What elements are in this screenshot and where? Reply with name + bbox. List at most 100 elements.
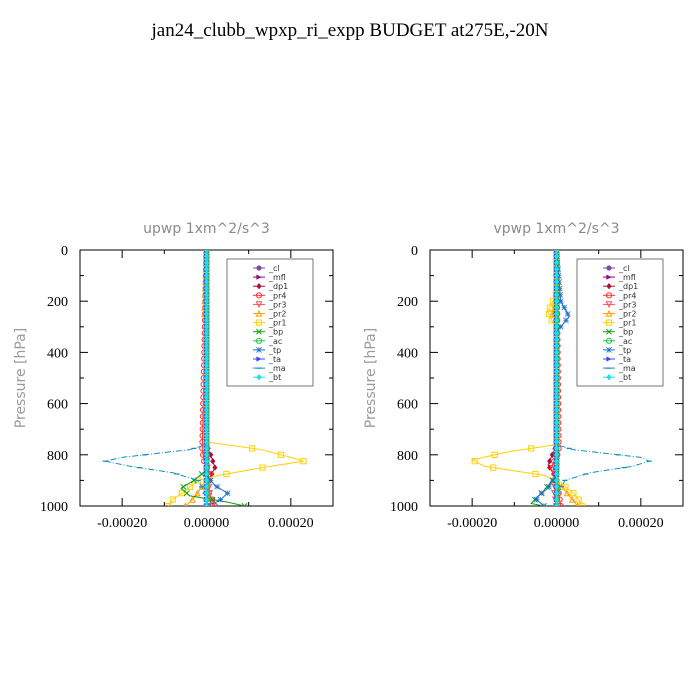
legend-item: _pr4 bbox=[603, 291, 636, 300]
legend-label: _mfl bbox=[618, 273, 636, 282]
data-point bbox=[553, 336, 560, 343]
data-point bbox=[553, 250, 560, 254]
data-point bbox=[553, 259, 560, 266]
data-point bbox=[553, 291, 560, 298]
data-point bbox=[203, 355, 210, 362]
y-tick-label: 400 bbox=[47, 346, 68, 361]
legend-label: _tp bbox=[618, 346, 631, 355]
legend-item: _dp1 bbox=[603, 282, 638, 291]
data-point bbox=[553, 432, 560, 439]
data-point bbox=[203, 502, 210, 506]
legend-label: _ac bbox=[268, 337, 282, 346]
legend-item: _ma bbox=[603, 364, 636, 373]
data-point bbox=[212, 464, 218, 471]
data-point bbox=[570, 490, 577, 497]
data-point bbox=[203, 432, 210, 439]
data-point bbox=[553, 253, 560, 260]
legend-item: _bt bbox=[603, 373, 631, 382]
legend-item: _pr3 bbox=[603, 300, 636, 309]
y-tick-label: 200 bbox=[397, 295, 418, 310]
legend-item: _pr3 bbox=[253, 300, 286, 309]
data-point bbox=[169, 496, 176, 503]
legend-marker bbox=[606, 347, 612, 353]
legend-item: _ac bbox=[253, 337, 282, 346]
data-point bbox=[553, 438, 560, 446]
legend-marker bbox=[605, 309, 613, 317]
legend-label: _ta bbox=[268, 355, 281, 364]
data-point bbox=[203, 464, 210, 471]
legend-box bbox=[576, 258, 664, 387]
x-tick-label: -0.00020 bbox=[97, 516, 147, 531]
data-point bbox=[207, 477, 214, 484]
plot-area bbox=[102, 250, 307, 506]
x-tick-label: 0.00000 bbox=[534, 516, 580, 531]
series-line bbox=[168, 250, 304, 506]
data-point bbox=[547, 458, 553, 465]
legend-box bbox=[226, 258, 314, 387]
legend-item: _cl bbox=[603, 264, 630, 273]
data-point bbox=[178, 490, 185, 497]
data-point bbox=[209, 496, 216, 503]
data-point bbox=[203, 496, 210, 503]
legend-marker bbox=[606, 328, 612, 335]
data-point bbox=[538, 490, 545, 497]
data-point bbox=[203, 394, 210, 401]
data-point bbox=[553, 362, 560, 369]
data-point bbox=[223, 470, 230, 478]
data-point bbox=[533, 496, 540, 503]
legend-item: _dp1 bbox=[253, 282, 288, 291]
data-point bbox=[546, 304, 553, 311]
data-point bbox=[547, 464, 553, 471]
legend-label: _pr1 bbox=[618, 319, 636, 328]
x-tick-label: 0.00020 bbox=[618, 516, 664, 531]
data-point bbox=[214, 483, 220, 490]
data-point bbox=[203, 483, 210, 490]
legend-marker bbox=[605, 292, 613, 299]
y-axis-label: Pressure [hPa] bbox=[13, 328, 29, 428]
data-point bbox=[203, 336, 210, 343]
data-point bbox=[180, 483, 187, 490]
data-point bbox=[553, 496, 560, 503]
y-tick-label: 800 bbox=[47, 449, 68, 464]
data-point bbox=[259, 464, 266, 471]
legend-marker bbox=[606, 265, 612, 271]
data-point bbox=[194, 489, 201, 497]
legend-marker bbox=[256, 265, 262, 271]
data-point bbox=[203, 477, 210, 484]
data-point bbox=[553, 400, 560, 407]
data-point bbox=[561, 304, 568, 311]
data-point bbox=[203, 413, 210, 420]
data-point bbox=[217, 496, 224, 503]
data-point bbox=[553, 374, 560, 382]
data-point bbox=[203, 381, 210, 388]
legend-item: _pr1 bbox=[603, 319, 636, 328]
legend-item: _pr1 bbox=[253, 319, 286, 328]
data-point bbox=[553, 490, 560, 497]
legend-label: _cl bbox=[618, 264, 630, 273]
data-point bbox=[300, 458, 307, 465]
data-point bbox=[224, 490, 231, 497]
data-point bbox=[553, 323, 560, 330]
data-point bbox=[546, 483, 552, 490]
data-point bbox=[207, 502, 215, 506]
data-point bbox=[553, 451, 560, 458]
y-tick-label: 1000 bbox=[40, 500, 68, 515]
data-point bbox=[203, 451, 210, 458]
data-point bbox=[553, 445, 560, 452]
y-tick-label: 200 bbox=[47, 295, 68, 310]
legend-label: _dp1 bbox=[618, 282, 638, 291]
data-point bbox=[187, 483, 194, 490]
x-tick-label: 0.00020 bbox=[268, 516, 314, 531]
legend-marker bbox=[606, 283, 612, 290]
legend-item: _bp bbox=[603, 328, 633, 337]
y-tick-label: 400 bbox=[397, 346, 418, 361]
data-point bbox=[549, 451, 555, 458]
legend-marker bbox=[256, 283, 262, 290]
data-point bbox=[203, 400, 210, 407]
legend-item: _tp bbox=[603, 346, 631, 355]
legend-marker bbox=[606, 274, 612, 280]
legend-label: _pr1 bbox=[268, 319, 286, 328]
series-tp bbox=[533, 250, 571, 506]
legend-label: _pr4 bbox=[618, 291, 636, 300]
legend-marker bbox=[255, 319, 263, 326]
